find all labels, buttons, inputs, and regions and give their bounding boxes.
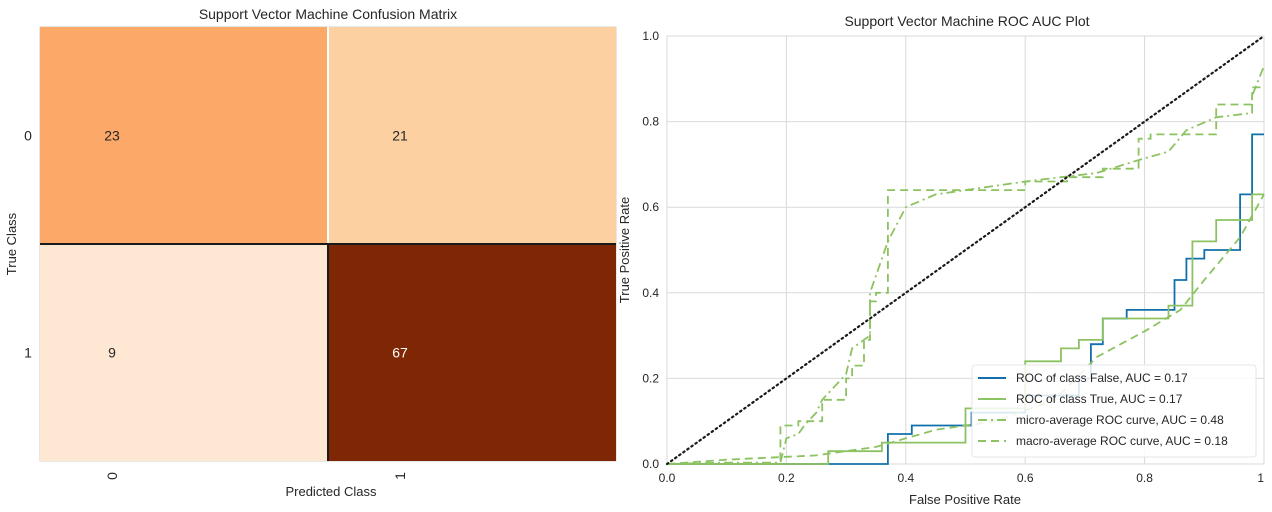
cm-ytick-label: 1	[24, 345, 32, 361]
cm-xtick-label: 1	[392, 472, 408, 480]
cm-cell-value: 9	[108, 345, 116, 361]
cm-cell	[40, 244, 328, 461]
cm-cell	[328, 27, 616, 244]
confusion-matrix-chart: Support Vector Machine Confusion Matrix …	[4, 6, 617, 499]
roc-xtick-label: 0.4	[897, 471, 914, 485]
roc-ylabel: True Positive Rate	[617, 197, 632, 303]
roc-xtick-label: 0.6	[1017, 471, 1034, 485]
cm-ylabel: True Class	[4, 212, 19, 275]
roc-legend-label: macro-average ROC curve, AUC = 0.18	[1016, 434, 1228, 448]
cm-cell-value: 67	[392, 345, 408, 361]
roc-ytick-label: 0.4	[642, 286, 659, 300]
roc-ytick-label: 0.2	[642, 371, 659, 385]
roc-xtick-label: 1	[1257, 471, 1264, 485]
roc-legend-label: micro-average ROC curve, AUC = 0.48	[1016, 413, 1224, 427]
roc-xlabel: False Positive Rate	[909, 492, 1021, 507]
cm-cell	[328, 244, 616, 461]
roc-legend-label: ROC of class False, AUC = 0.17	[1016, 371, 1188, 385]
cm-cell	[40, 27, 328, 244]
roc-legend-label: ROC of class True, AUC = 0.17	[1016, 392, 1183, 406]
roc-xtick-label: 0.2	[778, 471, 795, 485]
roc-series-line	[667, 193, 1264, 465]
roc-series-line	[665, 34, 1266, 466]
roc-ytick-label: 1.0	[642, 29, 659, 43]
cm-cell-value: 23	[104, 128, 120, 144]
cm-xlabel: Predicted Class	[285, 484, 377, 499]
cm-ytick-label: 0	[24, 128, 32, 144]
cm-cell-value: 21	[392, 128, 408, 144]
roc-xtick-label: 0.0	[659, 471, 676, 485]
roc-ytick-label: 0.0	[642, 457, 659, 471]
roc-legend-box	[971, 364, 1257, 458]
roc-ytick-label: 0.8	[642, 115, 659, 129]
roc-title: Support Vector Machine ROC AUC Plot	[844, 13, 1089, 29]
roc-series-line	[667, 86, 1264, 465]
roc-xtick-label: 0.8	[1136, 471, 1153, 485]
cm-title: Support Vector Machine Confusion Matrix	[199, 6, 457, 22]
cm-xtick-label: 0	[104, 472, 120, 480]
roc-ytick-label: 0.6	[642, 200, 659, 214]
roc-auc-chart: Support Vector Machine ROC AUC Plot 0.00…	[617, 13, 1266, 507]
